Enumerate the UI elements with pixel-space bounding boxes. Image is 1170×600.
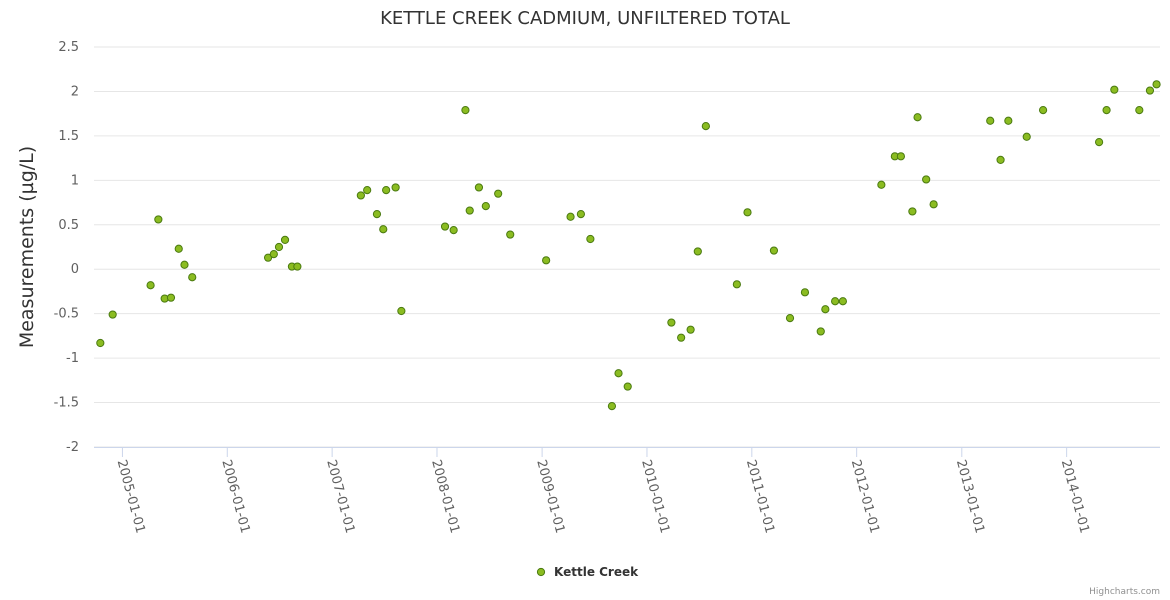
y-tick-label: 1 — [71, 173, 79, 188]
data-point[interactable] — [263, 253, 273, 262]
data-point[interactable] — [379, 225, 388, 234]
data-point[interactable] — [494, 189, 503, 198]
y-axis-label: Measurements (µg/L) — [16, 146, 38, 348]
data-point[interactable] — [391, 183, 400, 192]
x-tick-label: 2005-01-01 — [114, 458, 148, 535]
data-point[interactable] — [816, 327, 825, 336]
y-axis-ticks: -2 -1.5 -1 -0.5 0 0.5 1 1.5 2 2.5 — [54, 40, 79, 455]
data-point[interactable] — [274, 242, 284, 252]
y-tick-label: 1.5 — [58, 129, 79, 144]
x-axis-ticks: 2005-01-01 2006-01-01 2007-01-01 2008-01-01… — [114, 447, 1092, 535]
data-point[interactable] — [461, 106, 470, 115]
y-tick-label: -1.5 — [54, 396, 79, 411]
data-point[interactable] — [174, 244, 183, 253]
data-point[interactable] — [800, 288, 810, 297]
data-point[interactable] — [908, 207, 917, 216]
legend-marker — [536, 567, 546, 577]
data-point[interactable] — [586, 234, 595, 244]
data-point[interactable] — [108, 310, 117, 319]
data-point[interactable] — [269, 250, 278, 259]
data-point[interactable] — [154, 215, 163, 224]
x-tick-label: 2008-01-01 — [428, 458, 462, 535]
data-point[interactable] — [566, 212, 575, 221]
data-point[interactable] — [1004, 116, 1013, 125]
data-point[interactable] — [1102, 106, 1111, 115]
y-tick-label: -1 — [66, 351, 79, 366]
data-point[interactable] — [465, 206, 474, 215]
y-tick-label: -2 — [66, 440, 79, 455]
data-point[interactable] — [667, 318, 676, 327]
data-point[interactable] — [732, 280, 741, 289]
y-tick-label: 0.5 — [58, 218, 79, 233]
data-point[interactable] — [686, 325, 695, 334]
data-point[interactable] — [922, 175, 931, 184]
data-point[interactable] — [1110, 85, 1119, 94]
data-point[interactable] — [677, 333, 686, 342]
data-point[interactable] — [363, 186, 372, 195]
data-point[interactable] — [996, 155, 1005, 164]
data-point[interactable] — [440, 222, 450, 231]
x-tick-label: 2014-01-01 — [1058, 458, 1092, 535]
data-point[interactable] — [166, 293, 176, 302]
data-point[interactable] — [896, 152, 905, 161]
grid — [94, 46, 1160, 448]
data-point[interactable] — [838, 297, 847, 306]
data-point[interactable] — [280, 235, 290, 244]
data-point[interactable] — [701, 122, 710, 131]
x-tick-label: 2012-01-01 — [848, 458, 882, 535]
x-tick-label: 2007-01-01 — [323, 458, 357, 535]
data-point[interactable] — [293, 262, 302, 271]
data-point[interactable] — [180, 260, 189, 269]
y-tick-label: -0.5 — [54, 307, 79, 322]
data-point[interactable] — [877, 180, 886, 189]
data-point[interactable] — [929, 200, 938, 209]
data-point[interactable] — [1022, 132, 1031, 141]
data-point[interactable] — [986, 116, 995, 125]
y-tick-label: 2 — [71, 84, 79, 99]
legend-item-kettle-creek[interactable]: Kettle Creek — [554, 565, 639, 579]
x-tick-label: 2013-01-01 — [953, 458, 987, 535]
data-point[interactable] — [743, 208, 752, 217]
data-point[interactable] — [607, 402, 617, 411]
chart-title: KETTLE CREEK CADMIUM, UNFILTERED TOTAL — [380, 8, 790, 29]
data-point[interactable] — [506, 230, 515, 239]
data-point[interactable] — [1152, 80, 1161, 89]
x-tick-label: 2010-01-01 — [638, 458, 672, 535]
data-point[interactable] — [449, 226, 458, 235]
credits-link[interactable]: Highcharts.com — [1089, 587, 1160, 597]
data-point[interactable] — [693, 247, 702, 256]
data-point[interactable] — [769, 246, 779, 255]
data-point[interactable] — [96, 338, 105, 348]
data-point[interactable] — [372, 210, 382, 219]
data-point[interactable] — [913, 113, 922, 122]
data-point[interactable] — [481, 202, 490, 211]
data-point[interactable] — [1038, 106, 1048, 115]
series-kettle-creek[interactable] — [96, 80, 1161, 411]
x-tick-label: 2011-01-01 — [743, 458, 777, 535]
data-point[interactable] — [831, 297, 840, 306]
data-point[interactable] — [542, 256, 551, 265]
data-point[interactable] — [1095, 138, 1104, 147]
data-point[interactable] — [356, 191, 365, 200]
data-point[interactable] — [382, 186, 391, 195]
legend[interactable]: Kettle Creek — [536, 565, 639, 579]
data-point[interactable] — [614, 369, 623, 378]
x-tick-label: 2006-01-01 — [218, 458, 252, 535]
data-point[interactable] — [474, 183, 484, 192]
x-tick-label: 2009-01-01 — [533, 458, 567, 535]
data-point[interactable] — [623, 382, 632, 391]
data-point[interactable] — [1145, 86, 1155, 95]
data-point[interactable] — [188, 273, 197, 282]
data-point[interactable] — [1135, 106, 1144, 115]
y-tick-label: 2.5 — [58, 40, 79, 55]
data-point[interactable] — [785, 314, 795, 323]
data-point[interactable] — [576, 210, 585, 219]
data-point[interactable] — [821, 305, 830, 314]
data-point[interactable] — [146, 281, 155, 290]
y-tick-label: 0 — [71, 262, 79, 277]
data-point[interactable] — [397, 306, 406, 316]
